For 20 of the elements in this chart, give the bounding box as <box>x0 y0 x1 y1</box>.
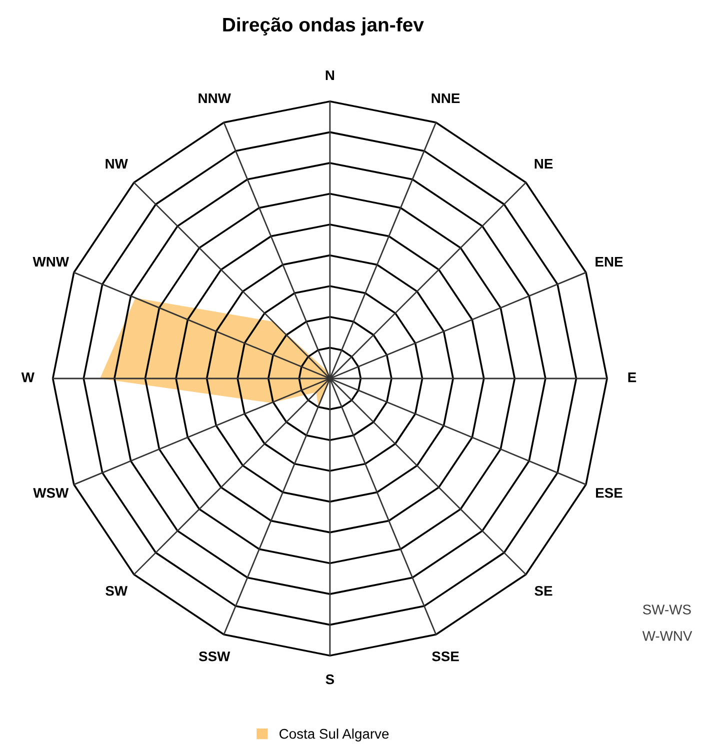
spoke-label: S <box>326 674 334 684</box>
spoke-label: NNW <box>198 93 231 104</box>
spoke-label: N <box>326 70 334 80</box>
text: SW-WS <box>642 604 691 614</box>
spoke-label: SW <box>106 586 128 596</box>
spoke-label: NE <box>534 158 553 169</box>
spoke-label: ENE <box>596 256 623 266</box>
spoke-label: NW <box>106 158 128 169</box>
chart-title: Direção ondas jan-fev <box>223 17 424 36</box>
spoke-label: WSW <box>33 488 69 498</box>
spoke-label: SE <box>534 586 552 596</box>
text: W-WNV <box>642 631 692 641</box>
spoke-label: W <box>21 372 34 382</box>
legend-label: Costa Sul Algarve <box>280 728 389 742</box>
spoke-label: NNE <box>432 93 460 104</box>
spoke-label: SSW <box>198 651 230 662</box>
spoke-label: SSE <box>432 651 459 662</box>
spoke-label: ESE <box>596 488 622 498</box>
spoke-label: WNW <box>32 256 69 266</box>
spoke-label: E <box>628 372 636 382</box>
